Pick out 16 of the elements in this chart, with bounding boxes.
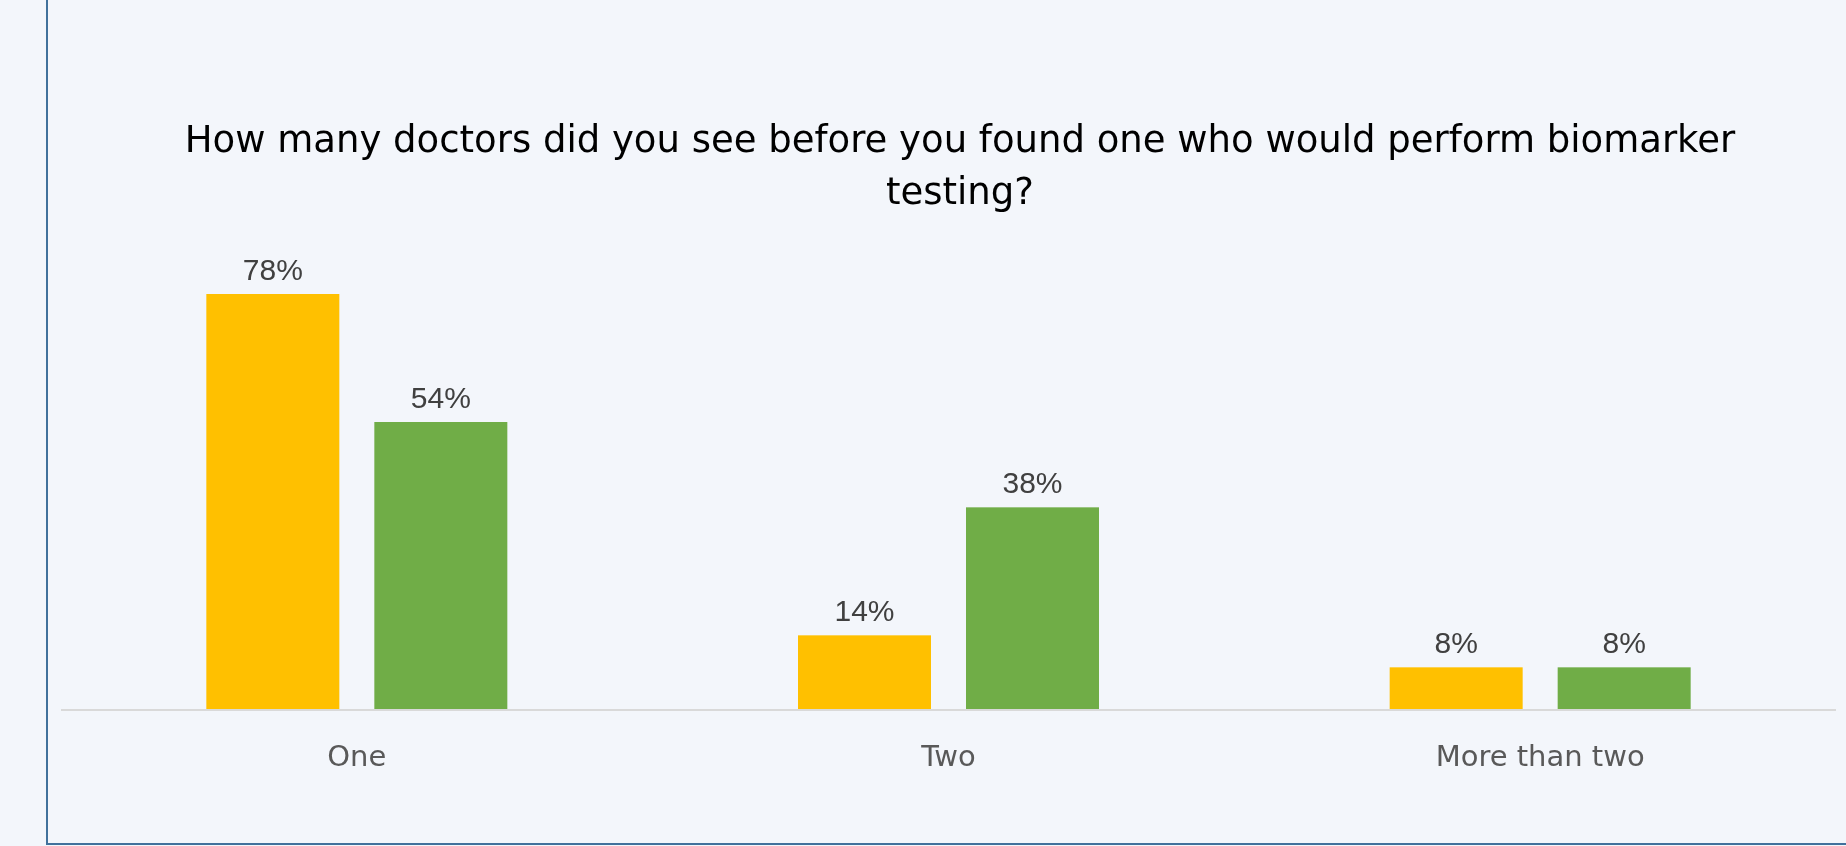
- x-tick-label: Two: [920, 739, 976, 773]
- bar: [966, 507, 1099, 710]
- bar: [1557, 667, 1691, 710]
- data-label: 54%: [410, 381, 471, 414]
- data-label: 8%: [1602, 626, 1646, 660]
- x-tick-label: One: [327, 739, 387, 773]
- data-label: 8%: [1434, 626, 1478, 660]
- data-label: 14%: [834, 594, 895, 628]
- x-tick-label: More than two: [1435, 739, 1645, 773]
- bar: [798, 635, 931, 710]
- bar: [374, 422, 508, 710]
- bar: [206, 294, 340, 710]
- data-label: 38%: [1002, 466, 1063, 500]
- bar: [1389, 667, 1523, 710]
- chart-title: How many doctors did you see before you found one who would perform biomarker testing?: [184, 118, 1736, 213]
- data-label: 78%: [242, 253, 303, 286]
